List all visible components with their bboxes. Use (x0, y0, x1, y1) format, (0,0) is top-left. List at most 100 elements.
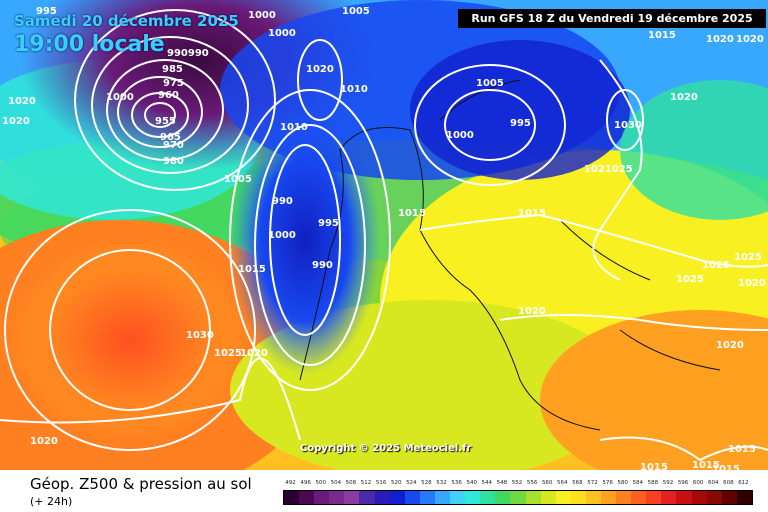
scale-label: 516 (375, 480, 387, 486)
scale-swatch (495, 491, 511, 504)
scale-label: 580 (617, 480, 628, 486)
scale-label: 604 (708, 480, 719, 486)
isobar-label: 1000 (248, 10, 276, 21)
isobar-label: 990990 (167, 48, 209, 59)
isobar-label: 975 (163, 78, 184, 89)
scale-swatch (359, 491, 375, 504)
isobar-label: 1030 (614, 120, 642, 131)
scale-swatch (284, 491, 300, 504)
isobar-label: 980 (163, 156, 184, 167)
isobar-label: 1000 (268, 230, 296, 241)
scale-label: 556 (526, 480, 538, 486)
isobar-label: 1000 (106, 92, 134, 103)
isobar-label: 955 (155, 116, 176, 127)
scale-swatch (691, 491, 707, 504)
scale-swatch (525, 491, 541, 504)
scale-label: 500 (315, 480, 326, 486)
isobar-label: 1015 (712, 464, 740, 470)
isobar-label: 1015 (398, 208, 426, 219)
scale-label: 524 (406, 480, 417, 486)
scale-swatch (616, 491, 632, 504)
isobar-label: 1000 (446, 130, 474, 141)
isobar-label: 1005 (224, 174, 252, 185)
isobar-label: 1021025 (584, 164, 633, 175)
lead-time: (+ 24h) (30, 495, 73, 508)
scale-swatch (706, 491, 722, 504)
scale-swatch (555, 491, 571, 504)
isobar-label: 1015 (728, 444, 756, 455)
isobar-label: 1015 (518, 208, 546, 219)
scale-label: 532 (436, 480, 447, 486)
scale-swatch (510, 491, 526, 504)
weather-map: 995 1000 1000 1005 990990 985 975 960 95… (0, 0, 768, 470)
scale-label: 508 (345, 480, 357, 486)
isobar-label: 1015 (648, 30, 676, 41)
field-teal-east (620, 80, 768, 220)
scale-swatch (419, 491, 435, 504)
isobar-label: 985 (162, 64, 183, 75)
scale-swatch (631, 491, 647, 504)
scale-swatch (299, 491, 315, 504)
isobar-label: 1020 (8, 96, 36, 107)
isobar-label: 1005 (342, 6, 370, 17)
scale-label: 536 (451, 480, 462, 486)
isobar-label: 1015 (692, 460, 720, 470)
field-orange-high (10, 240, 250, 440)
isobar-label: 965 (160, 132, 181, 143)
isobar-label: 1005 (476, 78, 504, 89)
scale-swatch (570, 491, 586, 504)
color-scale-labels: 492 496 500 504 508 512 516 520 524 528 532 536 540 5… (283, 480, 751, 489)
isobars (0, 9, 768, 462)
scale-swatch (374, 491, 390, 504)
isobar-label: 1030 (186, 330, 214, 341)
isobar-label: 1020 (706, 34, 734, 45)
isobar-label: 1025 (676, 274, 704, 285)
scale-swatch (721, 491, 737, 504)
scale-label: 612 (738, 480, 749, 486)
scale-swatch (314, 491, 330, 504)
scale-swatch (585, 491, 601, 504)
scale-label: 540 (466, 480, 477, 486)
scale-label: 560 (541, 480, 553, 486)
scale-label: 504 (330, 480, 342, 486)
isobar-label: 995 (510, 118, 531, 129)
scale-label: 492 (285, 480, 296, 486)
scale-label: 552 (511, 480, 523, 486)
scale-swatch (676, 491, 692, 504)
scale-label: 564 (557, 480, 568, 486)
scale-label: 584 (632, 480, 644, 486)
scale-swatch (661, 491, 677, 504)
scale-label: 520 (390, 480, 402, 486)
scale-label: 496 (300, 480, 311, 486)
isobar-label: 1020 (306, 64, 334, 75)
isobar-label: 1020 (2, 116, 30, 127)
scale-label: 544 (481, 480, 493, 486)
color-scale (283, 490, 753, 505)
isobar-label: 1025 (702, 260, 730, 271)
coastline (299, 79, 721, 431)
isobar-label: 990 (312, 260, 333, 271)
scale-swatch (329, 491, 345, 504)
isobar-label: 990 (272, 196, 293, 207)
scale-label: 600 (692, 480, 704, 486)
scale-swatch (344, 491, 360, 504)
scale-swatch (450, 491, 466, 504)
isobar-label: 1025 (214, 348, 242, 359)
forecast-time: 19:00 locale (14, 32, 165, 57)
isobar-label: 1020 (736, 34, 764, 45)
scale-label: 568 (572, 480, 583, 486)
scale-label: 592 (662, 480, 674, 486)
scale-label: 576 (602, 480, 613, 486)
scale-swatch (434, 491, 451, 504)
isobar-label: 1020 (30, 436, 58, 447)
isobar-label: 1010 (340, 84, 368, 95)
scale-label: 548 (496, 480, 508, 486)
scale-swatch (540, 491, 556, 504)
isobar-label: 1020 (518, 306, 546, 317)
isobar-label: 1020 (716, 340, 744, 351)
scale-label: 528 (421, 480, 432, 486)
isobar-label: 1020 (240, 348, 268, 359)
isobar-label: 1015 (238, 264, 266, 275)
isobar-label: 960 (158, 90, 179, 101)
scale-label: 512 (360, 480, 372, 486)
